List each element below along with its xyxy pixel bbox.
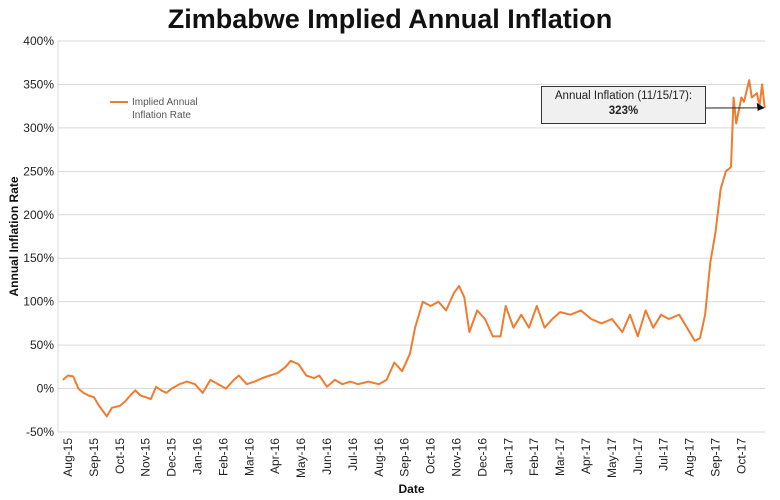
y-tick-label: 50% bbox=[30, 338, 54, 352]
x-tick-label: Apr-17 bbox=[579, 438, 593, 474]
x-tick-label: Sep-15 bbox=[87, 438, 101, 477]
x-tick-label: Dec-15 bbox=[165, 438, 179, 477]
annotation-label: Annual Inflation (11/15/17): bbox=[554, 90, 693, 102]
x-tick-label: Aug-15 bbox=[61, 438, 75, 477]
x-tick-label: Jan-17 bbox=[501, 438, 515, 475]
x-tick-label: Nov-15 bbox=[139, 438, 153, 477]
x-tick-label: Apr-16 bbox=[268, 438, 282, 474]
x-tick-label: Sep-16 bbox=[398, 438, 412, 477]
x-tick-label: Mar-16 bbox=[242, 438, 256, 476]
y-tick-label: 400% bbox=[23, 34, 54, 48]
y-tick-label: 0% bbox=[37, 382, 55, 396]
legend-label-line1: Implied Annual bbox=[132, 97, 198, 108]
annotation-value: 323% bbox=[608, 105, 639, 117]
x-tick-label: Oct-15 bbox=[113, 438, 127, 474]
y-tick-label: 250% bbox=[23, 164, 54, 178]
x-tick-label: Sep-17 bbox=[709, 438, 723, 477]
x-tick-label: Feb-16 bbox=[216, 438, 230, 476]
series-line bbox=[62, 79, 766, 418]
x-tick-label: Nov-16 bbox=[450, 438, 464, 477]
y-tick-label: 150% bbox=[23, 251, 54, 265]
x-tick-label: Feb-17 bbox=[527, 438, 541, 476]
x-tick-label: Oct-16 bbox=[424, 438, 438, 474]
x-tick-label: Jun-17 bbox=[631, 438, 645, 475]
y-axis-title: Annual Inflation Rate bbox=[7, 176, 21, 296]
x-tick-label: Jan-16 bbox=[191, 438, 205, 475]
y-tick-label: 350% bbox=[23, 77, 54, 91]
y-tick-label: 300% bbox=[23, 121, 54, 135]
legend: Implied Annual Inflation Rate bbox=[110, 96, 252, 122]
x-tick-label: Aug-16 bbox=[372, 438, 386, 477]
arrowhead-icon bbox=[756, 102, 765, 111]
x-tick-label: Jun-16 bbox=[320, 438, 334, 475]
x-tick-label: Oct-17 bbox=[734, 438, 748, 474]
x-axis-title: Date bbox=[398, 482, 424, 496]
x-tick-label: Aug-17 bbox=[683, 438, 697, 477]
x-tick-label: May-17 bbox=[605, 438, 619, 478]
y-tick-label: -50% bbox=[26, 425, 54, 439]
legend-swatch bbox=[110, 101, 128, 103]
x-tick-label: Mar-17 bbox=[553, 438, 567, 476]
x-tick-label: Jul-17 bbox=[657, 438, 671, 471]
x-tick-label: Jul-16 bbox=[346, 438, 360, 471]
chart-title: Zimbabwe Implied Annual Inflation bbox=[167, 4, 613, 34]
annotation-box: Annual Inflation (11/15/17): 323% bbox=[541, 86, 706, 124]
legend-label-line2: Inflation Rate bbox=[132, 110, 191, 121]
y-tick-label: 200% bbox=[23, 208, 54, 222]
x-tick-label: Dec-16 bbox=[475, 438, 489, 477]
y-tick-label: 100% bbox=[23, 295, 54, 309]
x-tick-label: May-16 bbox=[294, 438, 308, 478]
